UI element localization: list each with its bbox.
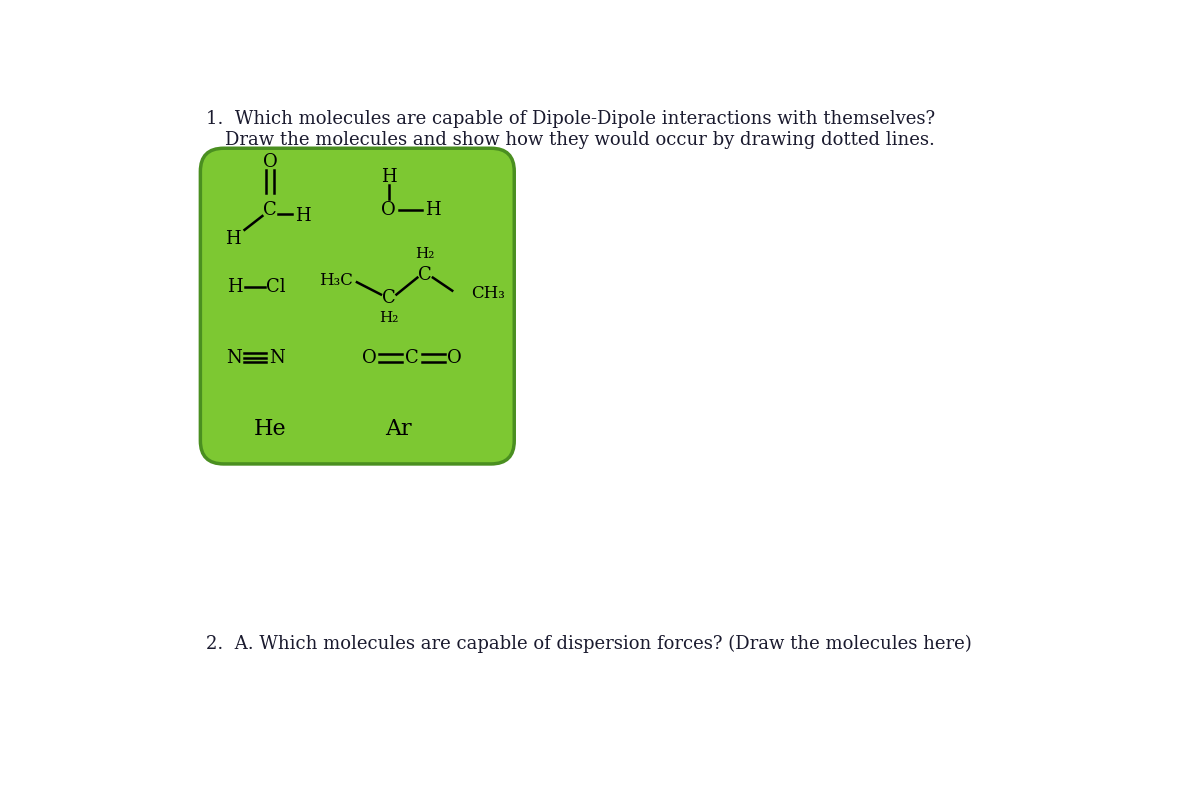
Text: Ar: Ar — [385, 418, 412, 439]
Text: He: He — [254, 418, 287, 439]
FancyBboxPatch shape — [200, 149, 515, 464]
Text: 1.  Which molecules are capable of Dipole-Dipole interactions with themselves?: 1. Which molecules are capable of Dipole… — [206, 109, 935, 128]
Text: O: O — [263, 153, 277, 171]
Text: H₂: H₂ — [379, 311, 398, 324]
Text: O: O — [448, 348, 462, 367]
Text: C: C — [406, 348, 419, 367]
Text: C: C — [263, 201, 277, 219]
Text: Draw the molecules and show how they would occur by drawing dotted lines.: Draw the molecules and show how they wou… — [226, 131, 935, 149]
Text: H: H — [228, 278, 244, 296]
Text: H₃C: H₃C — [319, 272, 353, 289]
Text: C: C — [382, 288, 396, 307]
Text: C: C — [419, 265, 432, 284]
Text: H₂: H₂ — [415, 248, 434, 261]
Text: CH₃: CH₃ — [472, 285, 505, 302]
Text: H: H — [425, 201, 440, 219]
Text: N: N — [226, 348, 241, 367]
Text: Cl: Cl — [265, 278, 286, 296]
Text: O: O — [382, 201, 396, 219]
Text: N: N — [269, 348, 284, 367]
Text: 2.  A. Which molecules are capable of dispersion forces? (Draw the molecules her: 2. A. Which molecules are capable of dis… — [206, 635, 972, 653]
Text: H: H — [380, 169, 396, 186]
Text: H: H — [226, 230, 241, 248]
Text: O: O — [362, 348, 377, 367]
Text: H: H — [295, 207, 311, 225]
